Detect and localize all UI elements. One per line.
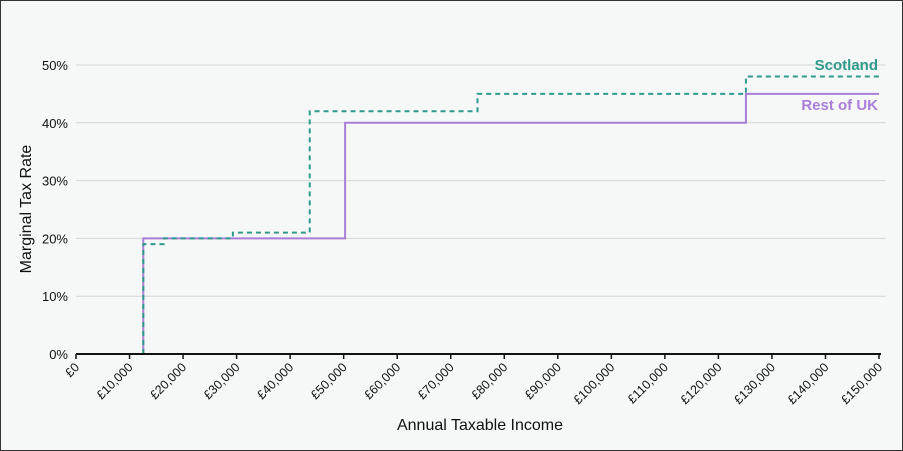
x-tick-label: £110,000	[625, 360, 671, 406]
x-axis-label: Annual Taxable Income	[397, 417, 563, 434]
legend-rest-of-uk: Rest of UK	[801, 97, 878, 114]
x-tick-label: £70,000	[415, 360, 457, 402]
x-tick-label: £140,000	[785, 360, 832, 407]
x-tick-label: £10,000	[94, 360, 136, 402]
y-tick-label: 20%	[42, 231, 68, 246]
x-tick-label: £120,000	[678, 360, 725, 407]
x-tick-label: £50,000	[308, 360, 350, 402]
x-tick-label: £150,000	[838, 360, 885, 407]
series-line-scotland	[142, 75, 879, 354]
x-tick-label: £90,000	[522, 360, 564, 402]
x-tick-label: £80,000	[469, 360, 511, 402]
y-tick-label: 30%	[42, 174, 68, 189]
y-tick-label: 50%	[42, 58, 68, 73]
y-axis-label: Marginal Tax Rate	[18, 145, 35, 274]
x-tick-label: £20,000	[147, 360, 189, 402]
series-line-rest-of-uk	[142, 92, 879, 354]
x-tick-label: £100,000	[571, 360, 618, 407]
y-tick-label: 0%	[49, 347, 68, 362]
legend-scotland: Scotland	[815, 57, 878, 74]
x-tick-label: £0	[62, 360, 82, 380]
x-tick-label: £130,000	[731, 360, 778, 407]
x-tick-label: £30,000	[201, 360, 243, 402]
x-tick-label: £60,000	[361, 360, 403, 402]
y-tick-label: 40%	[42, 116, 68, 131]
y-tick-label: 10%	[42, 289, 68, 304]
x-tick-label: £40,000	[254, 360, 296, 402]
